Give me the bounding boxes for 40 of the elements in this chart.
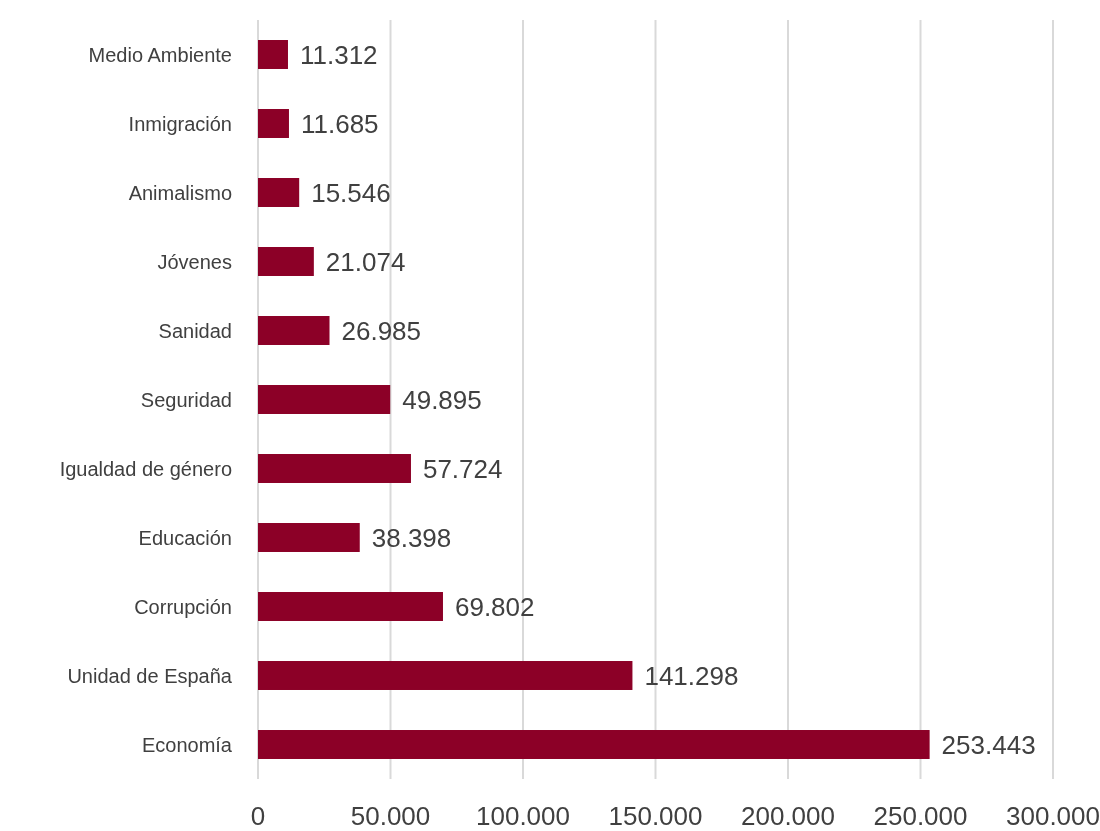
- bar: [258, 385, 391, 414]
- bar: [258, 730, 930, 759]
- y-tick-label: Unidad de España: [67, 664, 233, 687]
- y-tick-label: Economía: [141, 733, 233, 756]
- data-label: 11.312: [299, 39, 378, 70]
- bar: [258, 178, 300, 207]
- bar: [258, 109, 289, 138]
- data-label: 69.802: [454, 591, 535, 622]
- bar: [258, 40, 288, 69]
- y-tick-label: Educación: [138, 526, 232, 549]
- data-label: 21.074: [325, 246, 406, 277]
- x-tick-label: 250.000: [873, 801, 968, 831]
- bar: [258, 592, 443, 621]
- data-label: 15.546: [311, 177, 391, 208]
- y-tick-label: Seguridad: [140, 388, 232, 411]
- y-tick-label: Inmigración: [128, 112, 232, 135]
- x-tick-label: 200.000: [741, 801, 835, 831]
- data-label: 11.685: [300, 108, 379, 139]
- bar: [258, 247, 314, 276]
- data-label: 49.895: [402, 384, 482, 415]
- y-tick-label: Igualdad de género: [59, 457, 232, 480]
- x-tick-label: 150.000: [608, 801, 703, 831]
- data-label: 253.443: [941, 729, 1036, 760]
- y-tick-label: Sanidad: [158, 319, 232, 342]
- x-tick-label: 0: [250, 801, 266, 831]
- data-label: 57.724: [422, 453, 503, 484]
- data-label: 141.298: [644, 660, 739, 691]
- y-tick-label: Jóvenes: [157, 250, 232, 273]
- bar: [258, 661, 633, 690]
- data-label: 38.398: [371, 522, 452, 553]
- data-label: 26.985: [341, 315, 422, 346]
- bar: [258, 454, 411, 483]
- y-tick-label: Medio Ambiente: [88, 43, 232, 66]
- x-tick-label: 100.000: [476, 801, 570, 831]
- x-tick-label: 300.000: [1006, 801, 1100, 831]
- bar: [258, 523, 360, 552]
- bar: [258, 316, 330, 345]
- x-tick-label: 50.000: [350, 801, 431, 831]
- y-tick-label: Corrupción: [134, 595, 232, 618]
- y-tick-label: Animalismo: [128, 181, 232, 204]
